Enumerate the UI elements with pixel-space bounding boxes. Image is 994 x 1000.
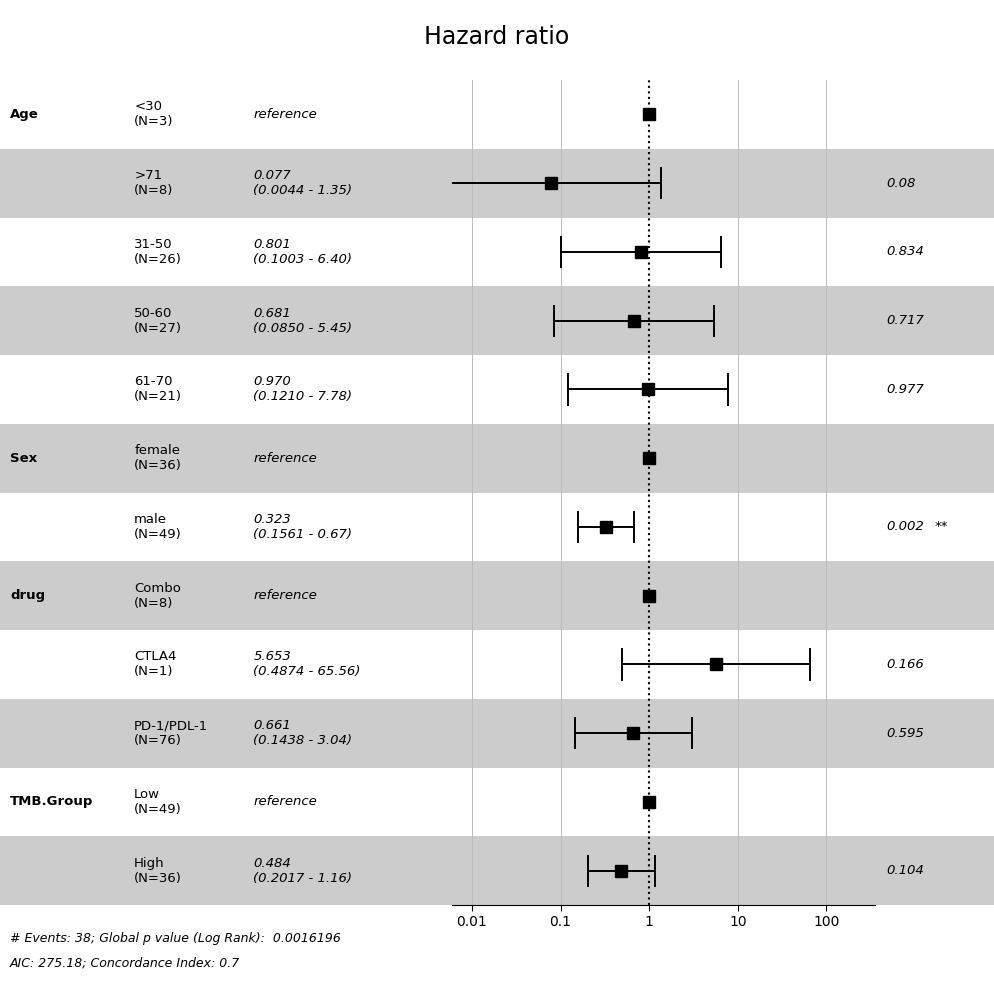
- Text: High
(N=36): High (N=36): [134, 857, 182, 885]
- Text: 0.002: 0.002: [887, 520, 924, 533]
- Text: 5.653
(0.4874 - 65.56): 5.653 (0.4874 - 65.56): [253, 650, 361, 678]
- Bar: [452, 768, 875, 836]
- Bar: [452, 218, 875, 286]
- Text: 0.977: 0.977: [887, 383, 924, 396]
- Text: male
(N=49): male (N=49): [134, 513, 182, 541]
- Text: >71
(N=8): >71 (N=8): [134, 169, 174, 197]
- Text: 0.166: 0.166: [887, 658, 924, 671]
- Text: reference: reference: [253, 589, 317, 602]
- Text: 0.595: 0.595: [887, 727, 924, 740]
- Text: 0.661
(0.1438 - 3.04): 0.661 (0.1438 - 3.04): [253, 719, 353, 747]
- Bar: [452, 561, 875, 630]
- Bar: [452, 699, 875, 768]
- Bar: [452, 286, 875, 355]
- Text: 0.717: 0.717: [887, 314, 924, 327]
- Text: 61-70
(N=21): 61-70 (N=21): [134, 375, 182, 403]
- Text: 0.834: 0.834: [887, 245, 924, 258]
- Text: Age: Age: [10, 108, 39, 121]
- Bar: [452, 836, 875, 905]
- Text: reference: reference: [253, 108, 317, 121]
- Text: reference: reference: [253, 452, 317, 465]
- Text: **: **: [934, 520, 948, 533]
- Bar: [452, 424, 875, 492]
- Text: 0.970
(0.1210 - 7.78): 0.970 (0.1210 - 7.78): [253, 375, 353, 403]
- Text: 0.801
(0.1003 - 6.40): 0.801 (0.1003 - 6.40): [253, 238, 353, 266]
- Text: 0.08: 0.08: [887, 177, 916, 190]
- Text: reference: reference: [253, 795, 317, 808]
- Bar: [452, 630, 875, 699]
- Text: Sex: Sex: [10, 452, 37, 465]
- Bar: [452, 80, 875, 149]
- Text: 0.484
(0.2017 - 1.16): 0.484 (0.2017 - 1.16): [253, 857, 353, 885]
- Text: AIC: 275.18; Concordance Index: 0.7: AIC: 275.18; Concordance Index: 0.7: [10, 957, 241, 970]
- Text: Low
(N=49): Low (N=49): [134, 788, 182, 816]
- Text: Hazard ratio: Hazard ratio: [424, 25, 570, 49]
- Text: 0.077
(0.0044 - 1.35): 0.077 (0.0044 - 1.35): [253, 169, 353, 197]
- Text: 0.681
(0.0850 - 5.45): 0.681 (0.0850 - 5.45): [253, 307, 353, 335]
- Text: Combo
(N=8): Combo (N=8): [134, 582, 181, 610]
- Bar: [452, 492, 875, 561]
- Text: # Events: 38; Global p value (Log Rank):  0.0016196: # Events: 38; Global p value (Log Rank):…: [10, 932, 341, 945]
- Bar: [452, 149, 875, 218]
- Text: <30
(N=3): <30 (N=3): [134, 100, 174, 128]
- Text: 31-50
(N=26): 31-50 (N=26): [134, 238, 182, 266]
- Text: 0.104: 0.104: [887, 864, 924, 877]
- Text: CTLA4
(N=1): CTLA4 (N=1): [134, 650, 177, 678]
- Bar: [452, 355, 875, 424]
- Text: 0.323
(0.1561 - 0.67): 0.323 (0.1561 - 0.67): [253, 513, 353, 541]
- Text: drug: drug: [10, 589, 45, 602]
- Text: female
(N=36): female (N=36): [134, 444, 182, 472]
- Text: PD-1/PDL-1
(N=76): PD-1/PDL-1 (N=76): [134, 719, 209, 747]
- Text: TMB.Group: TMB.Group: [10, 795, 93, 808]
- Text: 50-60
(N=27): 50-60 (N=27): [134, 307, 182, 335]
